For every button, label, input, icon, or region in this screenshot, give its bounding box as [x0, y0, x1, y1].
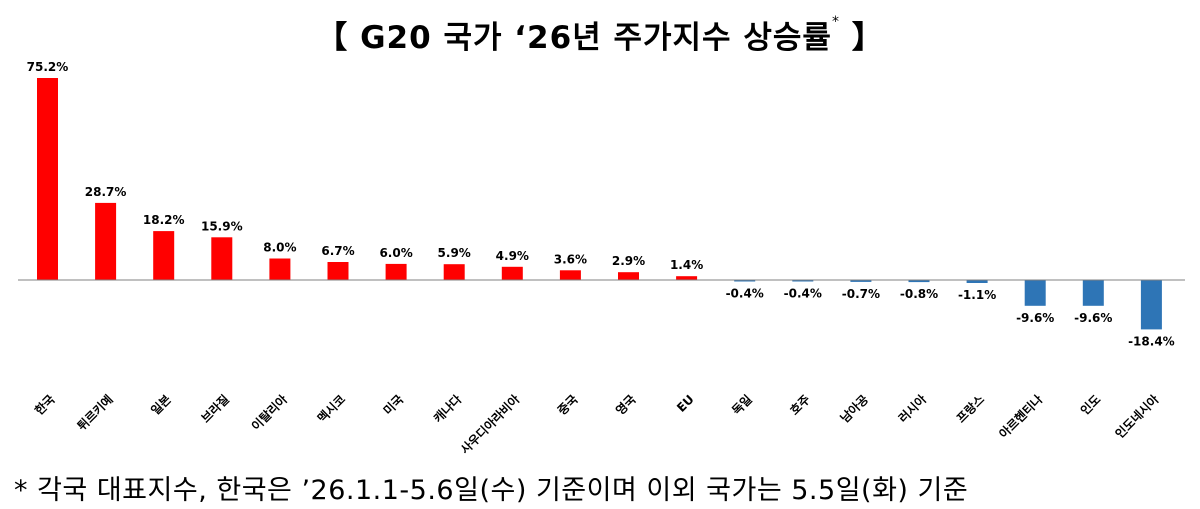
value-label: 2.9%	[612, 254, 645, 268]
category-label: 프랑스	[954, 392, 987, 425]
bar	[792, 280, 814, 282]
value-label: 6.0%	[379, 246, 412, 260]
category-label: 러시아	[895, 392, 929, 426]
category-label: 멕시코	[314, 392, 348, 426]
value-label: 75.2%	[27, 60, 69, 74]
value-label: -1.1%	[958, 288, 996, 302]
bar	[1140, 280, 1162, 330]
title-open-bracket: 【	[316, 20, 349, 56]
value-label: 8.0%	[263, 241, 296, 255]
value-label: -9.6%	[1074, 311, 1112, 325]
value-label: -18.4%	[1128, 334, 1175, 348]
bar-chart: 75.2% 28.7% 18.2% 15.9% 8.0% 6.7% 6.0% 5.9% 4.9%…	[18, 60, 1185, 457]
value-label: 28.7%	[85, 185, 127, 199]
category-label: 이탈리아	[248, 392, 290, 434]
category-label: 호주	[787, 392, 813, 418]
bar	[676, 276, 698, 280]
value-label: 3.6%	[554, 252, 587, 266]
category-label: 영국	[612, 392, 638, 418]
category-label: 튀르키예	[74, 392, 116, 434]
bar	[37, 78, 58, 280]
category-label: 중국	[555, 392, 581, 418]
category-label: 인도네시아	[1112, 392, 1162, 442]
category-label: 미국	[380, 392, 406, 418]
bar	[734, 280, 756, 282]
bar	[850, 280, 872, 282]
bar	[269, 258, 291, 280]
bar	[443, 264, 465, 280]
category-label: 인도	[1077, 392, 1103, 418]
bar	[385, 263, 407, 280]
value-label: 6.7%	[321, 244, 354, 258]
category-label: 캐나다	[430, 392, 464, 426]
bar	[559, 270, 581, 280]
value-label: -9.6%	[1016, 311, 1054, 325]
value-label: 15.9%	[201, 219, 243, 233]
footnote: * 각국 대표지수, 한국은 ’26.1.1-5.6일(수) 기준이며 이외 국…	[14, 475, 969, 506]
title-asterisk: *	[831, 14, 840, 30]
chart-title: 【 G20 국가 ‘26년 주가지수 상승률* 】	[0, 12, 1200, 57]
category-label: 아르헨티나	[996, 392, 1046, 442]
bar	[211, 237, 233, 280]
category-label: 일본	[148, 392, 174, 418]
bar	[908, 280, 930, 283]
bar	[966, 280, 988, 283]
value-label: -0.4%	[726, 287, 764, 301]
category-label: 사우디아라비아	[457, 392, 522, 457]
category-label: 독일	[729, 392, 755, 418]
value-label: 4.9%	[496, 249, 529, 263]
category-label: 브라질	[198, 392, 232, 426]
bar	[95, 202, 117, 280]
bar	[618, 272, 639, 280]
bar	[1024, 280, 1046, 306]
value-labels-layer: 75.2% 28.7% 18.2% 15.9% 8.0% 6.7% 6.0% 5.9% 4.9%…	[27, 60, 1175, 348]
value-label: -0.8%	[900, 287, 938, 301]
category-label: EU	[674, 392, 697, 415]
value-label: 5.9%	[438, 246, 471, 260]
bars-layer	[37, 78, 1162, 330]
value-label: 1.4%	[670, 258, 703, 272]
category-label: 한국	[31, 392, 57, 418]
category-label: 남아공	[837, 392, 871, 426]
bar	[501, 266, 523, 280]
title-text: G20 국가 ‘26년 주가지수 상승률	[360, 20, 832, 56]
value-label: -0.7%	[842, 287, 880, 301]
value-label: -0.4%	[784, 287, 822, 301]
bar	[327, 262, 349, 280]
bar	[153, 231, 175, 280]
bar	[1082, 280, 1104, 306]
title-close-bracket: 】	[851, 20, 884, 56]
value-label: 18.2%	[143, 213, 185, 227]
